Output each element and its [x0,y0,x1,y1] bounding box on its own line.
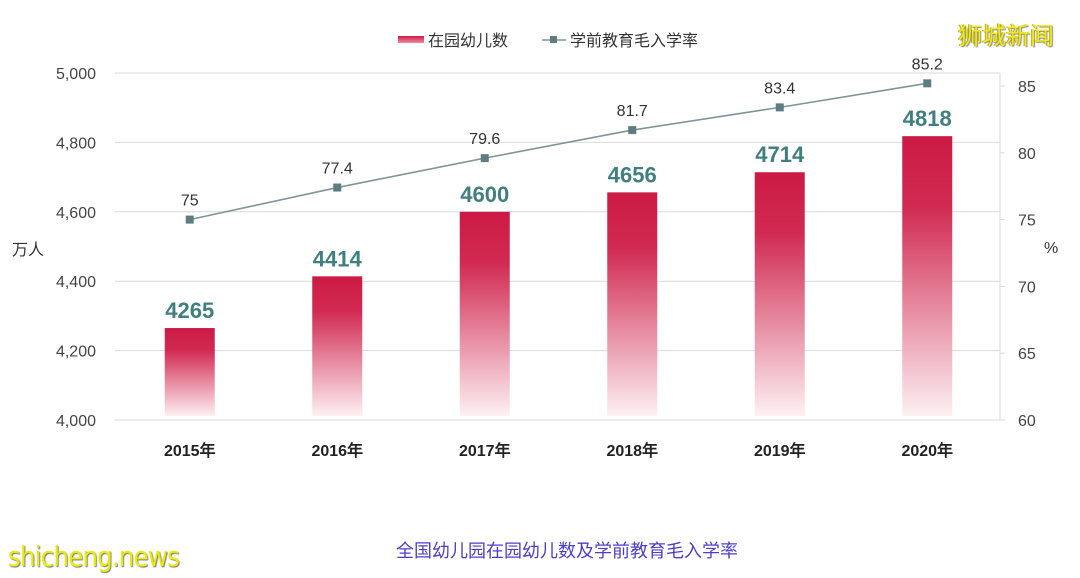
line-marker-icon [923,79,932,88]
left-tick-label: 4,800 [56,135,96,152]
legend-bar-swatch-icon [398,36,424,43]
line-marker-icon [480,154,489,163]
left-axis: 4,000 4,200 4,400 4,600 4,800 5,000 [56,66,96,430]
left-axis-unit: 万人 [12,241,44,259]
bar-series: 4265 4414 4600 4656 4714 4818 [164,106,953,417]
right-tick-label: 70 [1018,279,1036,296]
left-tick-label: 5,000 [56,66,96,83]
x-tick-label: 2019年 [754,441,806,460]
bar [312,276,363,416]
right-axis-unit: % [1044,240,1058,257]
watermark-brand-url: shicheng.news [8,540,180,573]
legend: 在园幼儿数 学前教育毛入学率 [398,32,698,50]
right-tick-label: 80 [1018,146,1036,163]
line-marker-icon [185,215,194,224]
left-tick-label: 4,200 [56,344,96,361]
chart-caption: 全国幼儿园在园幼儿数及学前教育毛入学率 [396,541,738,562]
line-marker-icon [775,103,784,112]
left-tick-label: 4,600 [56,205,96,222]
line-marker-icon [333,183,342,192]
bar-value-label: 4600 [460,182,509,207]
line-value-label: 83.4 [764,80,795,97]
bar-value-label: 4818 [903,106,952,131]
line-value-label: 79.6 [469,131,500,148]
gridlines [115,72,1001,421]
line-marker-icon [628,126,637,135]
line-value-label: 77.4 [322,161,353,178]
bar [607,192,658,416]
bar [164,328,215,416]
right-tick-label: 85 [1018,79,1036,96]
rate-line [189,82,928,221]
x-tick-label: 2015年 [164,441,216,460]
right-tick-label: 65 [1018,346,1036,363]
bar [459,211,510,416]
bar-value-label: 4265 [165,298,214,323]
x-tick-label: 2020年 [901,441,953,460]
x-tick-label: 2016年 [311,441,363,460]
legend-line-label: 学前教育毛入学率 [570,32,698,50]
legend-bar-label: 在园幼儿数 [428,32,508,50]
watermark-brand-cn: 狮城新闻 [958,22,1054,50]
bar-value-label: 4714 [755,142,805,167]
left-tick-label: 4,000 [56,413,96,430]
bar-value-label: 4656 [608,162,657,187]
line-value-label: 75 [181,193,199,210]
line-value-label: 81.7 [617,103,648,120]
line-series: 75 77.4 79.6 81.7 83.4 85.2 [181,56,943,224]
right-tick-label: 75 [1018,213,1036,230]
line-value-label: 85.2 [912,56,943,73]
bar-value-label: 4414 [313,246,363,271]
x-axis: 2015年 2016年 2017年 2018年 2019年 2020年 [164,441,953,460]
right-axis: 60 65 70 75 80 85 [1000,79,1036,430]
x-tick-label: 2017年 [459,441,511,460]
left-tick-label: 4,400 [56,274,96,291]
x-tick-label: 2018年 [606,441,658,460]
right-tick-label: 60 [1018,413,1036,430]
bar [902,136,953,417]
bar [754,172,805,416]
legend-marker-icon [550,36,557,43]
